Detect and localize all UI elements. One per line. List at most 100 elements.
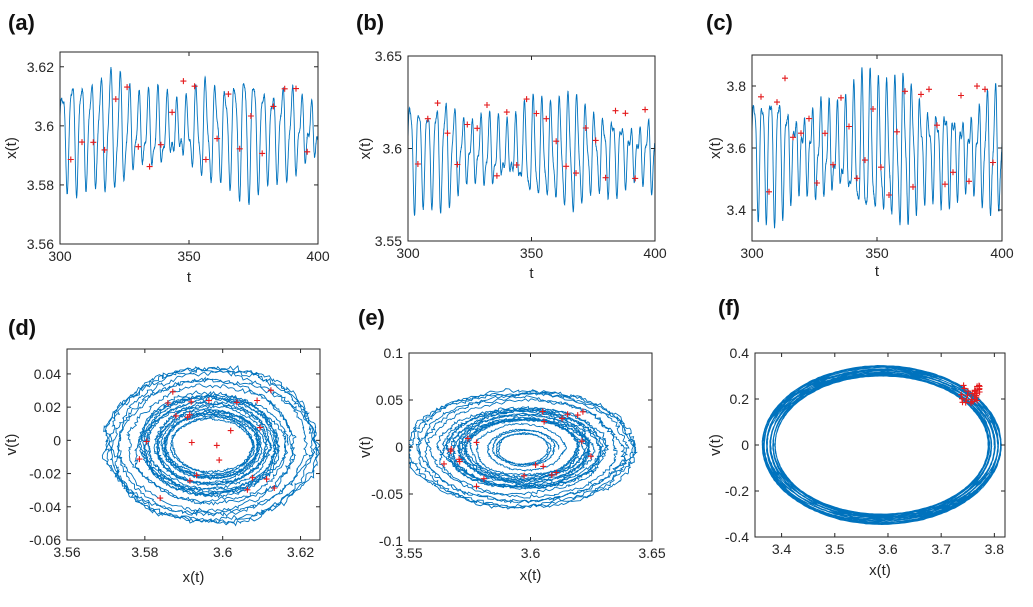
poincare-marker — [270, 103, 277, 110]
poincare-marker — [966, 178, 972, 185]
poincare-marker — [464, 121, 471, 128]
y-tick-label: 0 — [395, 439, 403, 455]
poincare-marker — [259, 150, 266, 157]
poincare-marker — [958, 391, 965, 398]
poincare-marker — [632, 175, 639, 182]
poincare-marker — [448, 446, 455, 452]
poincare-marker — [958, 92, 964, 99]
poincare-marker — [612, 107, 619, 114]
x-tick-label: 3.58 — [131, 544, 158, 560]
poincare-marker — [974, 83, 980, 90]
poincare-marker — [271, 485, 278, 491]
x-tick-label: 3.6 — [878, 541, 898, 557]
x-tick-label: 3.55 — [395, 545, 422, 561]
poincare-marker — [503, 109, 510, 116]
poincare-marker — [960, 382, 967, 389]
poincare-marker — [474, 125, 481, 132]
poincare-marker — [830, 161, 836, 168]
poincare-marker — [862, 157, 868, 164]
plot-area — [752, 67, 1002, 229]
poincare-marker — [424, 115, 431, 122]
y-tick-label: -0.2 — [725, 483, 749, 499]
poincare-marker — [263, 476, 270, 483]
x-tick-label: 3.7 — [931, 541, 951, 557]
panel-a: (a) 300 350 400 3.56 3.58 3.6 3.62 t x(t) — [3, 10, 330, 286]
poincare-marker — [894, 128, 900, 135]
poincare-marker — [143, 438, 150, 445]
y-tick-label: -0.04 — [29, 499, 61, 515]
y-axis-label: v(t) — [357, 436, 374, 458]
x-axis-label: x(t) — [869, 562, 891, 579]
series-trace-e — [409, 388, 638, 510]
poincare-marker — [112, 96, 119, 103]
y-tick-label: 0.1 — [384, 345, 404, 361]
poincare-marker — [513, 162, 520, 168]
panel-label-b: (b) — [356, 10, 384, 35]
poincare-marker — [579, 408, 586, 415]
poincare-marker — [563, 163, 570, 170]
poincare-marker — [814, 180, 820, 186]
poincare-marker — [193, 472, 200, 479]
poincare-marker — [493, 172, 500, 179]
y-tick-label: 0 — [53, 432, 61, 448]
poincare-marker — [473, 439, 480, 446]
y-tick-label: 3.65 — [375, 48, 402, 64]
poincare-marker — [587, 453, 594, 460]
x-tick-label: 400 — [643, 245, 667, 261]
poincare-marker — [247, 113, 254, 119]
poincare-marker — [902, 88, 908, 95]
poincare-marker — [543, 115, 550, 122]
poincare-marker — [454, 161, 461, 168]
poincare-marker — [592, 137, 599, 144]
series-trace-a — [60, 66, 318, 205]
poincare-marker — [233, 399, 240, 406]
y-tick-label: 3.8 — [727, 78, 747, 94]
y-tick-label: 3.4 — [727, 202, 747, 218]
y-tick-label: 3.6 — [383, 141, 403, 157]
y-tick-label: -0.02 — [29, 466, 61, 482]
plot-frame — [408, 352, 653, 542]
y-tick-label: -0.05 — [371, 486, 403, 502]
poincare-marker — [806, 115, 812, 122]
plot-area — [60, 66, 318, 205]
poincare-marker — [782, 75, 788, 82]
poincare-marker — [236, 145, 243, 152]
plot-area — [761, 365, 1002, 525]
poincare-marker — [257, 424, 264, 431]
plot-area — [101, 364, 320, 527]
poincare-marker — [886, 192, 892, 198]
x-axis-label: x(t) — [183, 569, 205, 586]
plot-border — [66, 348, 321, 541]
poincare-marker — [918, 91, 924, 98]
poincare-marker — [962, 399, 969, 406]
poincare-marker — [959, 395, 965, 402]
y-axis-label: x(t) — [357, 138, 374, 160]
poincare-marker — [188, 398, 195, 405]
y-tick-label: -0.1 — [379, 533, 403, 549]
poincare-marker — [90, 139, 97, 146]
panel-label-f: (f) — [718, 295, 740, 320]
poincare-marker — [854, 175, 860, 182]
poincare-marker — [942, 181, 948, 188]
poincare-marker — [838, 94, 844, 101]
poincare-marker — [216, 457, 223, 464]
x-tick-label: 3.6 — [213, 544, 233, 560]
poincare-marker — [642, 106, 649, 113]
poincare-marker — [225, 91, 232, 98]
poincare-marker — [293, 85, 299, 92]
poincare-marker — [124, 84, 131, 91]
x-tick-label: 3.4 — [772, 541, 792, 557]
poincare-marker — [180, 78, 187, 85]
panel-label-a: (a) — [8, 10, 35, 35]
poincare-marker — [79, 139, 85, 146]
poincare-marker — [910, 183, 916, 190]
panel-f: (f) 3.4 3.5 3.6 3.7 3.8 -0.4 -0.2 0 0.2 0.4 x(t) v(t… — [707, 295, 1006, 579]
panel-b: (b) 300 350 400 3.55 3.6 3.65 t x(t) — [356, 10, 667, 282]
poincare-marker — [533, 110, 540, 117]
poincare-marker — [244, 486, 251, 493]
y-tick-label: 3.6 — [727, 140, 747, 156]
poincare-marker — [414, 161, 421, 167]
y-tick-label: 0.02 — [34, 399, 61, 415]
poincare-marker — [541, 418, 548, 425]
poincare-marker — [164, 400, 171, 406]
